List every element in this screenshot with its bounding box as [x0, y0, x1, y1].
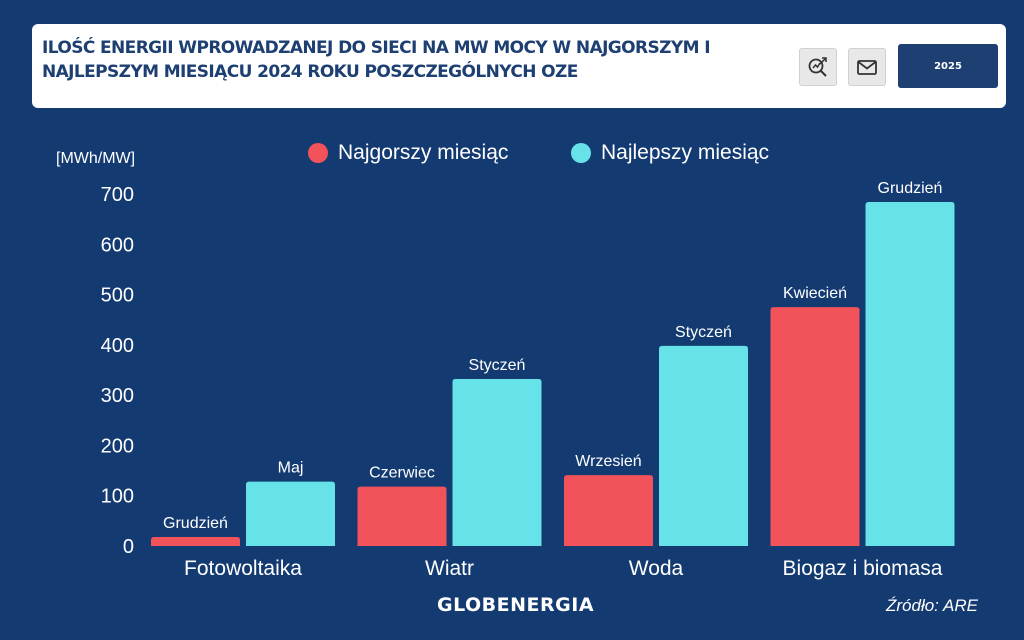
year-button[interactable]: 2025: [898, 44, 998, 88]
x-tick-label-1: Wiatr: [425, 557, 474, 580]
page-title: ILOŚĆ ENERGII WPROWADZANEJ DO SIECI NA M…: [42, 38, 711, 82]
bar-worst-0: [151, 536, 240, 546]
legend-item-worst: Najgorszy miesiąc: [308, 140, 508, 166]
legend-item-best: Najlepszy miesiąc: [571, 140, 769, 166]
data-label-worst-2: Wrzesień: [575, 453, 641, 470]
search-analytics-button[interactable]: [799, 48, 837, 86]
bar-best-1: [452, 379, 542, 546]
y-tick-label-6: 600: [101, 234, 134, 256]
data-label-best-1: Styczeń: [469, 357, 526, 374]
y-tick-label-4: 400: [101, 335, 134, 357]
bar-best-0: [246, 481, 335, 546]
y-tick-label-2: 200: [101, 435, 134, 457]
y-axis-label: [MWh/MW]: [56, 150, 136, 167]
bar-best-3: [865, 202, 955, 546]
x-tick-label-2: Woda: [629, 557, 684, 580]
x-tick-label-3: Biogaz i biomasa: [783, 557, 943, 580]
bar-worst-2: [564, 475, 653, 546]
data-label-worst-1: Czerwiec: [369, 465, 435, 482]
y-tick-label-7: 700: [101, 184, 134, 206]
bar-worst-3: [770, 307, 860, 546]
data-label-best-2: Styczeń: [675, 324, 732, 341]
data-label-worst-0: Grudzień: [163, 515, 228, 532]
header-card: ILOŚĆ ENERGII WPROWADZANEJ DO SIECI NA M…: [32, 24, 1006, 108]
y-tick-label-0: 0: [123, 536, 134, 558]
legend-label-best: Najlepszy miesiąc: [601, 141, 770, 164]
legend-swatch-best: [571, 143, 591, 163]
brand-logo: GLOBENERGIA: [437, 594, 595, 616]
legend-swatch-worst: [308, 143, 328, 163]
data-label-worst-3: Kwiecień: [783, 285, 847, 302]
y-tick-label-3: 300: [101, 385, 134, 407]
y-tick-label-5: 500: [101, 285, 134, 307]
x-tick-label-0: Fotowoltaika: [184, 557, 302, 580]
search-analytics-icon: [808, 57, 827, 77]
data-label-best-3: Grudzień: [878, 180, 943, 197]
data-label-best-0: Maj: [278, 460, 304, 477]
mail-button[interactable]: [848, 48, 886, 86]
legend-label-worst: Najgorszy miesiąc: [338, 141, 509, 164]
mail-icon: [857, 60, 877, 75]
y-tick-label-1: 100: [101, 486, 134, 508]
bar-best-2: [659, 345, 748, 546]
bar-worst-1: [357, 486, 447, 546]
source-note: Źródło: ARE: [886, 596, 978, 615]
